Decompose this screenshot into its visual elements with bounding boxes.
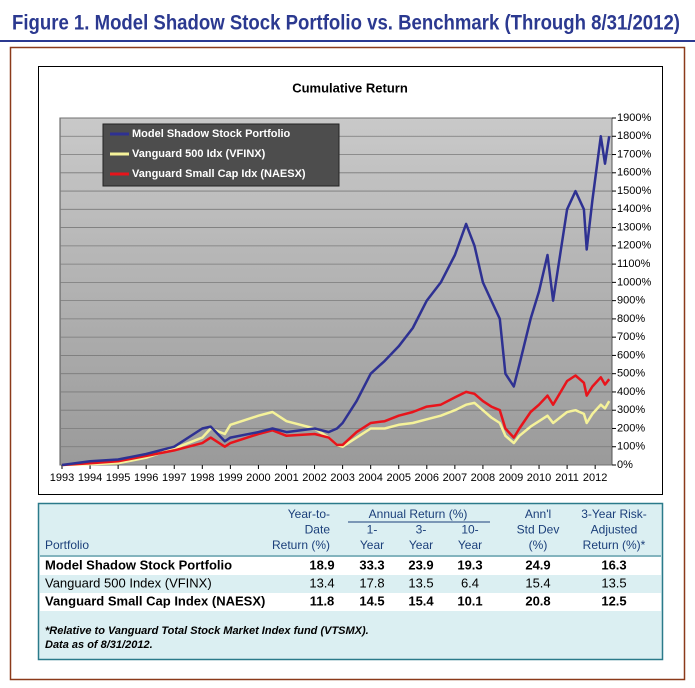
column-header: Adjusted <box>591 523 638 537</box>
x-tick-label: 1996 <box>134 472 158 484</box>
x-tick-label: 2004 <box>358 472 382 484</box>
y-tick-label: 1700% <box>617 148 651 160</box>
y-tick-label: 400% <box>617 386 645 398</box>
column-header: 3-Year Risk- <box>581 507 647 521</box>
table-cell: Vanguard Small Cap Index (NAESX) <box>45 593 265 608</box>
table-cell: Vanguard 500 Index (VFINX) <box>45 575 212 590</box>
column-header: Return (%) <box>272 538 330 552</box>
row-bg <box>40 557 661 575</box>
figure-title: Figure 1. Model Shadow Stock Portfolio v… <box>12 12 680 35</box>
plot: 0% 100% 200% 300% 400% 500% 600% 700% 800% 900% 10… <box>50 112 652 484</box>
x-tick-label: 1999 <box>218 472 242 484</box>
column-header: 10- <box>461 523 478 537</box>
table-cell: Model Shadow Stock Portfolio <box>45 557 232 572</box>
table-cell: 19.3 <box>457 557 482 572</box>
y-tick-label: 1800% <box>617 130 651 142</box>
y-tick-label: 600% <box>617 349 645 361</box>
x-tick-label: 2007 <box>443 472 467 484</box>
legend-label: Vanguard Small Cap Idx (NAESX) <box>132 168 306 180</box>
legend-box <box>102 123 340 187</box>
legend-label: Model Shadow Stock Portfolio <box>132 128 291 140</box>
x-tick-label: 1995 <box>106 472 130 484</box>
column-header: Return (%)* <box>583 538 646 552</box>
x-tick-label: 1994 <box>78 472 102 484</box>
column-header: 1- <box>367 523 378 537</box>
y-tick-label: 500% <box>617 368 645 380</box>
group-header: Annual Return (%) <box>369 507 468 521</box>
y-tick-label: 1200% <box>617 240 651 252</box>
x-tick-label: 1997 <box>162 472 186 484</box>
table-cell: 24.9 <box>525 557 550 572</box>
table-cell: 13.5 <box>601 575 626 590</box>
title-rule <box>0 40 695 42</box>
column-header: Year-to- <box>288 507 330 521</box>
footnote: Data as of 8/31/2012. <box>45 639 153 651</box>
y-tick-label: 300% <box>617 404 645 416</box>
y-tick-label: 1600% <box>617 167 651 179</box>
table-cell: 20.8 <box>525 593 550 608</box>
table-cell: 15.4 <box>525 575 550 590</box>
table-cell: 15.4 <box>408 593 434 608</box>
column-header: Year <box>360 538 384 552</box>
table-cell: 17.8 <box>359 575 384 590</box>
table-cell: 14.5 <box>359 593 384 608</box>
column-header: Date <box>305 523 331 537</box>
y-tick-label: 1500% <box>617 185 651 197</box>
x-tick-label: 1998 <box>190 472 214 484</box>
table-cell: 10.1 <box>457 593 482 608</box>
x-tick-label: 2011 <box>555 472 579 484</box>
y-tick-label: 1400% <box>617 203 651 215</box>
column-header: 3- <box>416 523 427 537</box>
y-tick-label: 1100% <box>617 258 651 270</box>
y-tick-label: 800% <box>617 313 645 325</box>
x-tick-label: 2008 <box>471 472 495 484</box>
footnote: *Relative to Vanguard Total Stock Market… <box>45 625 369 637</box>
table-cell: 11.8 <box>310 593 335 608</box>
table-cell: 33.3 <box>359 557 384 572</box>
table-cell: 12.5 <box>601 593 626 608</box>
row-bg <box>40 593 661 611</box>
x-tick-label: 2009 <box>499 472 523 484</box>
y-tick-label: 900% <box>617 295 645 307</box>
x-tick-label: 2002 <box>302 472 326 484</box>
y-tick-label: 200% <box>617 422 645 434</box>
column-header: Year <box>409 538 433 552</box>
table-cell: 13.5 <box>408 575 433 590</box>
x-tick-label: 2006 <box>415 472 439 484</box>
x-tick-label: 2012 <box>583 472 607 484</box>
series-line <box>61 135 611 467</box>
y-tick-label: 700% <box>617 331 645 343</box>
table-cell: 6.4 <box>461 575 479 590</box>
table-cell: 18.9 <box>309 557 334 572</box>
table: Annual Return (%)PortfolioYear-to-DateRe… <box>40 507 661 651</box>
table-frame <box>37 502 664 661</box>
x-tick-label: 2003 <box>330 472 354 484</box>
table-cell: 13.4 <box>309 575 334 590</box>
table-cell: 16.3 <box>601 557 626 572</box>
x-tick-label: 2000 <box>246 472 270 484</box>
y-tick-label: 1000% <box>617 276 651 288</box>
x-tick-label: 1993 <box>50 472 74 484</box>
series-line <box>61 400 611 467</box>
y-tick-label: 1900% <box>617 112 651 124</box>
chart-title: Cumulative Return <box>292 80 408 95</box>
x-tick-label: 2010 <box>527 472 551 484</box>
x-tick-label: 2005 <box>386 472 410 484</box>
column-header: Std Dev <box>517 523 560 537</box>
series-line <box>61 374 611 467</box>
column-header: (%) <box>529 538 548 552</box>
y-tick-label: 0% <box>617 459 633 471</box>
y-tick-label: 1300% <box>617 221 651 233</box>
y-tick-label: 100% <box>617 441 645 453</box>
column-header: Ann'l <box>525 507 551 521</box>
table-cell: 23.9 <box>408 557 433 572</box>
legend-label: Vanguard 500 Idx (VFINX) <box>132 148 266 160</box>
column-header: Portfolio <box>45 538 89 552</box>
x-tick-label: 2001 <box>274 472 298 484</box>
column-header: Year <box>458 538 482 552</box>
